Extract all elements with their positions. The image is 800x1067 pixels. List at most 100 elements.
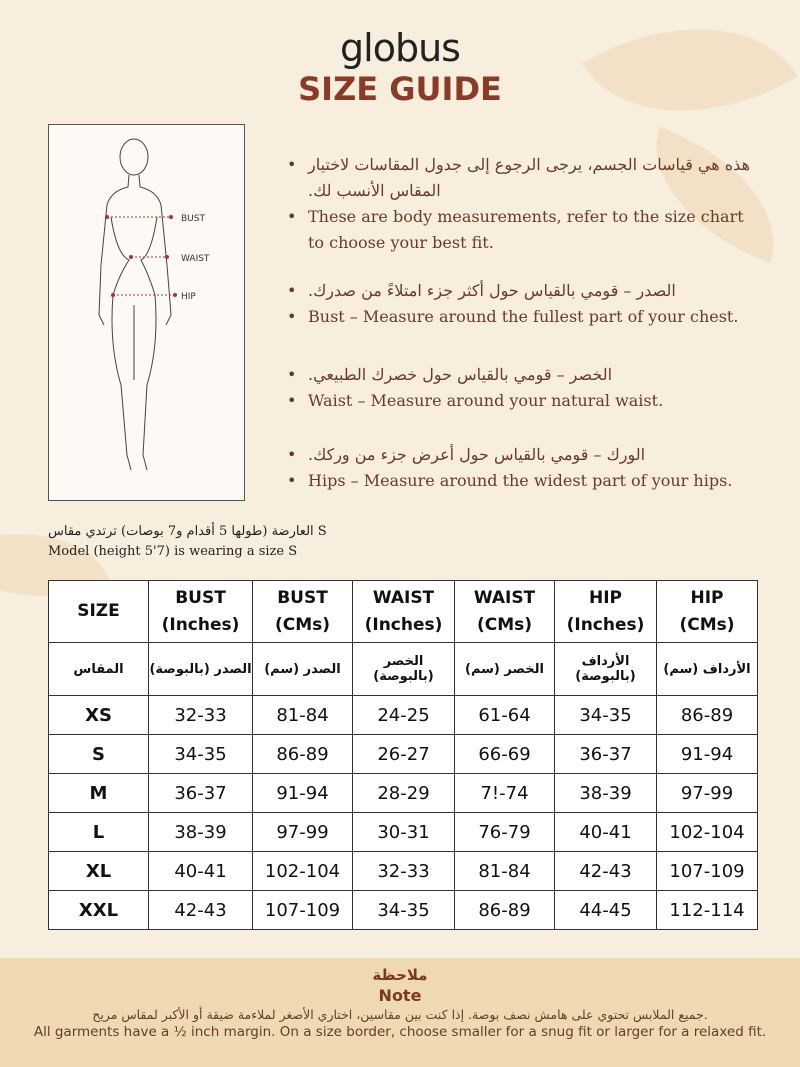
column-header: BUST (CMs)	[252, 580, 353, 643]
size-cell: XS	[48, 695, 149, 735]
hip-label: HIP	[181, 292, 196, 302]
column-header-ar: الأرداف (سم)	[656, 642, 758, 696]
measurement-cell: 38-39	[148, 812, 253, 852]
size-chart-table: SIZE BUST (Inches) BUST (CMs) WAIST (Inches) WA…	[48, 580, 758, 930]
model-info-ar: العارضة (طولها 5 أقدام و7 بوصات) ترتدي م…	[48, 524, 327, 539]
model-info: العارضة (طولها 5 أقدام و7 بوصات) ترتدي م…	[48, 522, 327, 562]
hip-instruction-ar: الورك – قومي بالقياس حول أعرض جزء من ورك…	[287, 442, 757, 468]
measurement-cell: 34-35	[352, 890, 455, 930]
column-header-ar: المقاس	[48, 642, 149, 696]
measurement-cell: 86-89	[252, 734, 353, 774]
measurement-instructions: هذه هي قياسات الجسم، يرجى الرجوع إلى جدو…	[287, 152, 757, 494]
size-cell: XL	[48, 851, 149, 891]
column-header: HIP (CMs)	[656, 580, 758, 643]
bust-instruction-en: Bust – Measure around the fullest part o…	[287, 304, 757, 330]
measurement-cell: 86-89	[656, 695, 758, 735]
measurement-cell: 112-114	[656, 890, 758, 930]
measurement-cell: 44-45	[554, 890, 657, 930]
measurement-cell: 40-41	[148, 851, 253, 891]
header-row-ar: المقاس الصدر (بالبوصة) الصدر (سم) الخصر (با…	[48, 642, 758, 696]
column-header-ar: الخصر (سم)	[454, 642, 555, 696]
header-label: WAIST	[372, 587, 435, 608]
column-header: BUST (Inches)	[148, 580, 253, 643]
measurement-cell: 34-35	[554, 695, 657, 735]
note-text-ar: جميع الملابس تحتوي على هامش نصف بوصة. إذ…	[92, 1007, 708, 1022]
header-row-en: SIZE BUST (Inches) BUST (CMs) WAIST (Inches) WA…	[48, 580, 758, 643]
size-cell: S	[48, 734, 149, 774]
table-row: XS 32-33 81-84 24-25 61-64 34-35 86-89	[48, 695, 758, 735]
column-header: SIZE	[48, 580, 149, 643]
measurement-cell: 66-69	[454, 734, 555, 774]
measurement-cell: 28-29	[352, 773, 455, 813]
header-unit: (Inches)	[364, 614, 443, 635]
measurement-cell: 81-84	[252, 695, 353, 735]
header-label: WAIST	[473, 587, 536, 608]
header-label: SIZE	[77, 601, 120, 621]
size-cell: L	[48, 812, 149, 852]
brand-logo: globus	[340, 26, 461, 70]
body-figure-illustration: BUST WAIST HIP	[48, 124, 245, 501]
measurement-cell: 36-37	[554, 734, 657, 774]
table-row: XXL 42-43 107-109 34-35 86-89 44-45 112-114	[48, 890, 758, 930]
column-header-ar: الصدر (بالبوصة)	[148, 642, 253, 696]
measurement-cell: 102-104	[656, 812, 758, 852]
instruction-ar: هذه هي قياسات الجسم، يرجى الرجوع إلى جدو…	[287, 152, 757, 204]
note-section: ملاحظة Note جميع الملابس تحتوي على هامش …	[0, 958, 800, 1067]
measurement-cell: 38-39	[554, 773, 657, 813]
note-title-ar: ملاحظة	[372, 966, 428, 984]
column-header-ar: الأرداف (بالبوصة)	[554, 642, 657, 696]
column-header-ar: الخصر (بالبوصة)	[352, 642, 455, 696]
waist-instruction-en: Waist – Measure around your natural wais…	[287, 388, 757, 414]
table-row: S 34-35 86-89 26-27 66-69 36-37 91-94	[48, 734, 758, 774]
waist-instruction-ar: الخصر – قومي بالقياس حول خصرك الطبيعي.	[287, 362, 757, 388]
note-title-en: Note	[378, 986, 422, 1005]
hip-instruction-en: Hips – Measure around the widest part of…	[287, 468, 757, 494]
waist-label: WAIST	[181, 254, 210, 264]
bust-instruction-ar: الصدر – قومي بالقياس حول أكثر جزء امتلاء…	[287, 278, 757, 304]
bust-label: BUST	[181, 214, 205, 224]
measurement-cell: 97-99	[252, 812, 353, 852]
measurement-cell: 32-33	[352, 851, 455, 891]
table-row: L 38-39 97-99 30-31 76-79 40-41 102-104	[48, 812, 758, 852]
header-label: HIP	[690, 587, 724, 608]
column-header: WAIST (CMs)	[454, 580, 555, 643]
header-label: HIP	[588, 587, 622, 608]
measurement-cell: 42-43	[148, 890, 253, 930]
header-unit: (CMs)	[679, 614, 735, 635]
header-unit: (CMs)	[274, 614, 331, 635]
header-label: BUST	[277, 587, 328, 608]
header-label: BUST	[175, 587, 226, 608]
note-text-en: All garments have a ½ inch margin. On a …	[33, 1024, 767, 1040]
measurement-cell: 76-79	[454, 812, 555, 852]
measurement-cell: 91-94	[656, 734, 758, 774]
measurement-cell: 40-41	[554, 812, 657, 852]
size-cell: XXL	[48, 890, 149, 930]
column-header: HIP (Inches)	[554, 580, 657, 643]
table-row: M 36-37 91-94 28-29 7!-74 38-39 97-99	[48, 773, 758, 813]
measurement-cell: 107-109	[656, 851, 758, 891]
header-unit: (CMs)	[476, 614, 533, 635]
header-unit: (Inches)	[566, 614, 645, 635]
measurement-cell: 30-31	[352, 812, 455, 852]
column-header: WAIST (Inches)	[352, 580, 455, 643]
measurement-cell: 24-25	[352, 695, 455, 735]
measurement-cell: 107-109	[252, 890, 353, 930]
measurement-cell: 81-84	[454, 851, 555, 891]
measurement-cell: 97-99	[656, 773, 758, 813]
measurement-cell: 42-43	[554, 851, 657, 891]
header-unit: (Inches)	[161, 614, 240, 635]
measurement-cell: 86-89	[454, 890, 555, 930]
measurement-cell: 102-104	[252, 851, 353, 891]
measurement-cell: 36-37	[148, 773, 253, 813]
model-info-en: Model (height 5'7) is wearing a size S	[48, 544, 298, 559]
measurement-cell: 32-33	[148, 695, 253, 735]
table-row: XL 40-41 102-104 32-33 81-84 42-43 107-109	[48, 851, 758, 891]
measurement-cell: 34-35	[148, 734, 253, 774]
size-cell: M	[48, 773, 149, 813]
page-title: SIZE GUIDE	[298, 70, 502, 108]
column-header-ar: الصدر (سم)	[252, 642, 353, 696]
measurement-cell: 91-94	[252, 773, 353, 813]
measurement-cell: 26-27	[352, 734, 455, 774]
measurement-cell: 7!-74	[454, 773, 555, 813]
instruction-en: These are body measurements, refer to th…	[287, 204, 757, 256]
